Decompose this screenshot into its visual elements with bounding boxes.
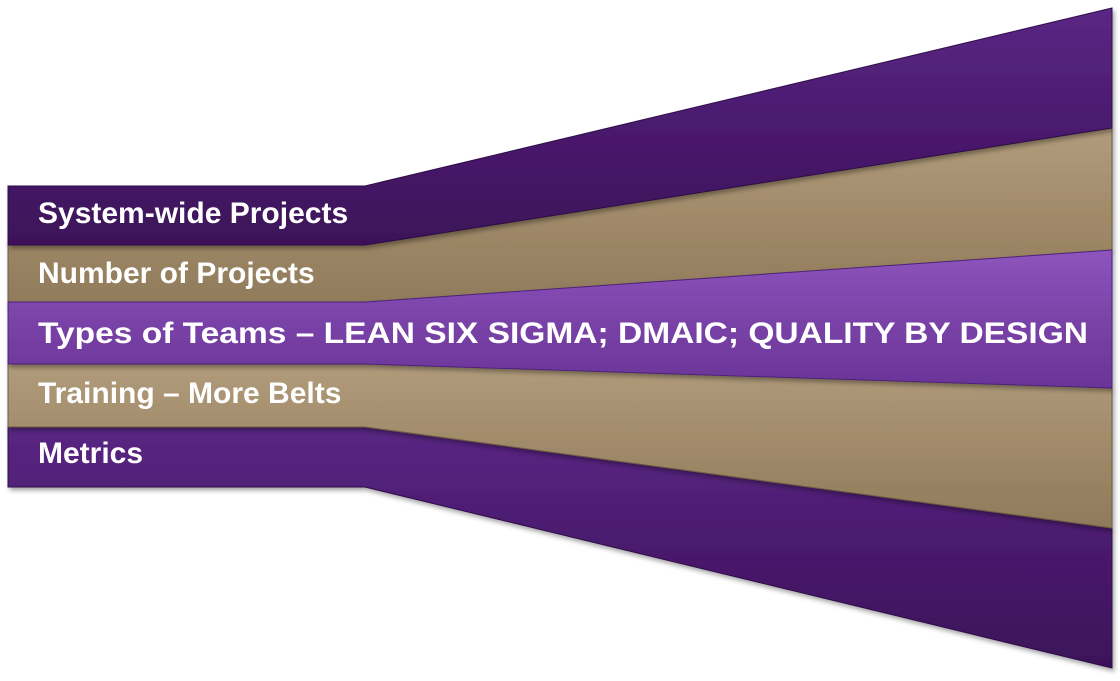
band-system-wide-projects (7, 7, 1113, 246)
label-system-wide-projects: System-wide Projects (38, 197, 348, 230)
band-shape-types-of-teams (7, 249, 1113, 389)
band-types-of-teams (7, 249, 1113, 389)
label-metrics: Metrics (38, 437, 143, 470)
label-number-of-projects: Number of Projects (38, 257, 315, 290)
band-shape-system-wide-projects (7, 7, 1113, 246)
label-types-of-teams: Types of Teams – LEAN SIX SIGMA; DMAIC; … (38, 317, 1088, 350)
label-training: Training – More Belts (38, 377, 341, 410)
